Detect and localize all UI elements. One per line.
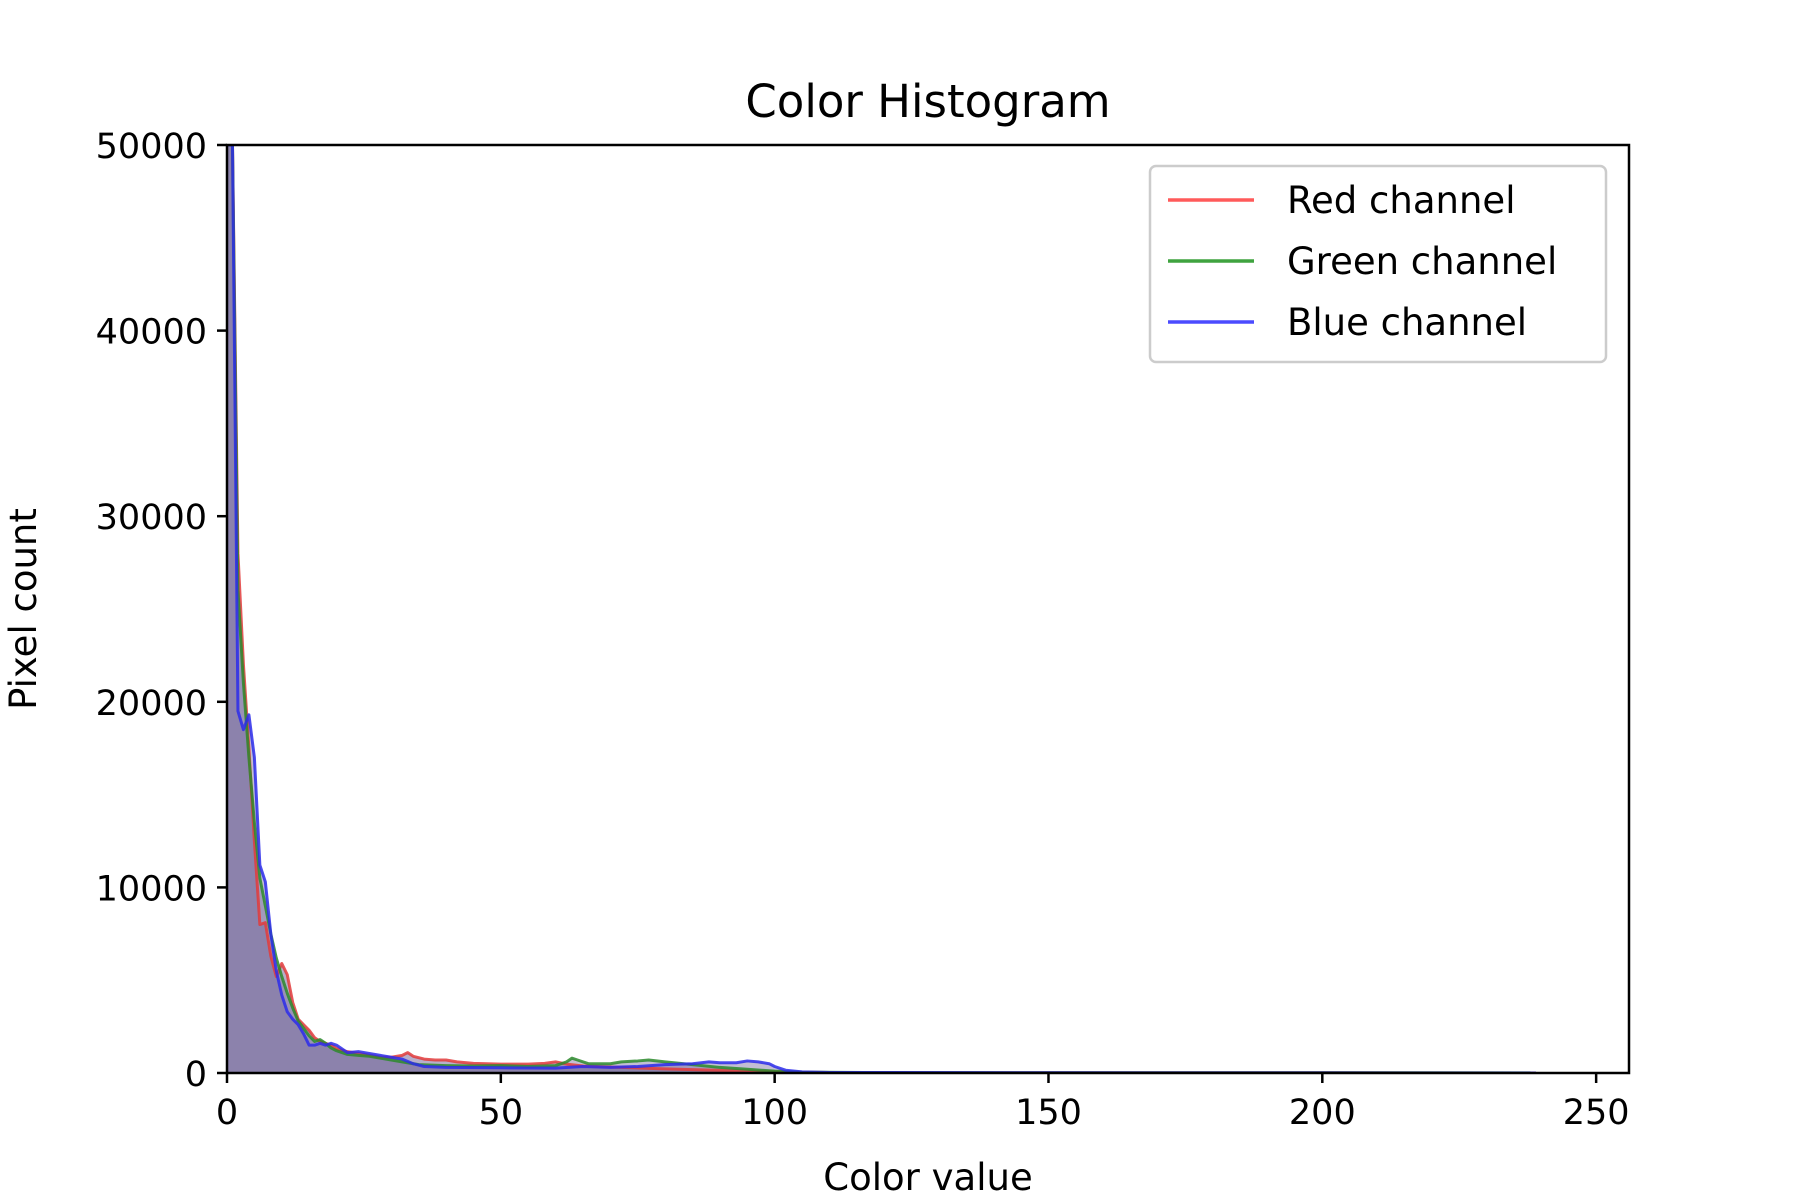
chart-title: Color Histogram xyxy=(745,75,1110,128)
x-tick-label: 150 xyxy=(1015,1093,1082,1133)
x-tick-label: 250 xyxy=(1563,1093,1630,1133)
line-blue-channel xyxy=(227,145,1536,1073)
legend-label: Blue channel xyxy=(1287,301,1527,344)
x-axis: 0 50 100 150 200 250 xyxy=(216,1073,1630,1133)
legend-box xyxy=(1148,164,1608,364)
y-axis: 0 10000 20000 30000 40000 50000 xyxy=(96,127,227,1095)
legend-label: Green channel xyxy=(1287,240,1557,283)
x-tick-label: 50 xyxy=(479,1093,524,1133)
x-tick-label: 0 xyxy=(216,1093,238,1133)
x-tick-label: 100 xyxy=(741,1093,808,1133)
legend: Red channel Green channel Blue channel xyxy=(1148,164,1608,364)
y-tick-label: 30000 xyxy=(96,498,207,538)
y-axis-label: Pixel count xyxy=(2,508,45,710)
x-axis-label: Color value xyxy=(823,1156,1032,1199)
y-tick-label: 10000 xyxy=(96,869,207,909)
y-tick-label: 50000 xyxy=(96,127,207,167)
legend-label: Red channel xyxy=(1287,179,1515,222)
y-tick-label: 20000 xyxy=(96,684,207,724)
histogram-lines xyxy=(227,145,1536,1073)
plot-frame xyxy=(225,143,1631,1075)
y-tick-label: 40000 xyxy=(96,313,207,353)
x-tick-label: 200 xyxy=(1289,1093,1356,1133)
y-tick-label: 0 xyxy=(185,1055,207,1095)
